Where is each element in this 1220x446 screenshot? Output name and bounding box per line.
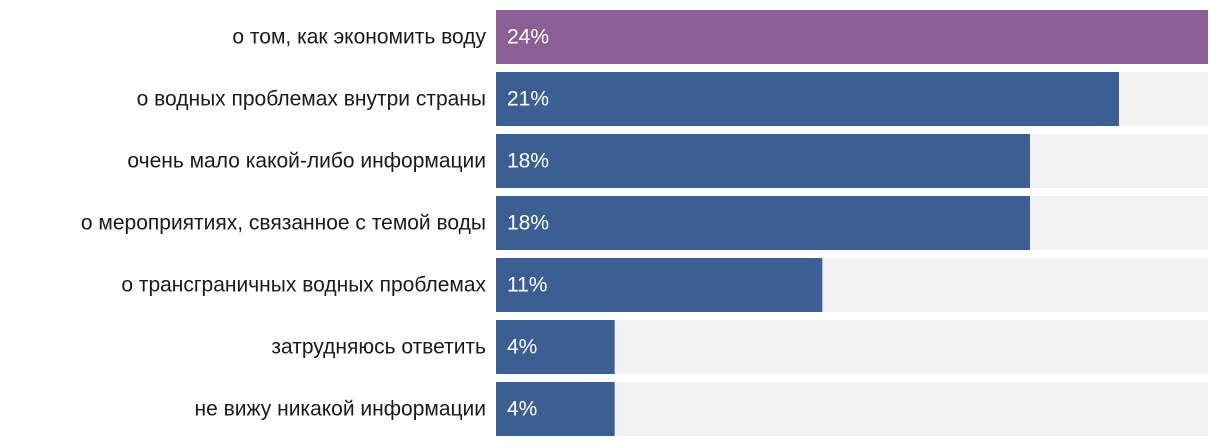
value-label: 4% — [507, 398, 537, 421]
bar — [496, 320, 615, 374]
category-label: очень мало какой-либо информации — [127, 150, 486, 173]
category-label: не вижу никакой информации — [194, 398, 486, 421]
bar — [496, 72, 1119, 126]
category-label: о водных проблемах внутри страны — [137, 88, 486, 111]
value-label: 24% — [507, 26, 549, 49]
value-label: 21% — [507, 88, 549, 111]
bar — [496, 10, 1208, 64]
category-label: затрудняюсь ответить — [271, 336, 486, 359]
category-label: о трансграничных водных проблемах — [121, 274, 486, 297]
value-labels: 24% 21% 18% 18% 11% 4% 4% — [507, 26, 549, 421]
bar — [496, 134, 1030, 188]
value-label: 4% — [507, 336, 537, 359]
bar — [496, 196, 1030, 250]
bar — [496, 382, 615, 436]
bars — [496, 10, 1208, 436]
category-label: о мероприятиях, связанное с темой воды — [81, 212, 486, 235]
category-label: о том, как экономить воду — [232, 26, 486, 49]
value-label: 18% — [507, 212, 549, 235]
bar — [496, 258, 823, 312]
value-label: 18% — [507, 150, 549, 173]
category-labels: о том, как экономить воду о водных пробле… — [81, 26, 487, 421]
value-label: 11% — [507, 274, 547, 297]
